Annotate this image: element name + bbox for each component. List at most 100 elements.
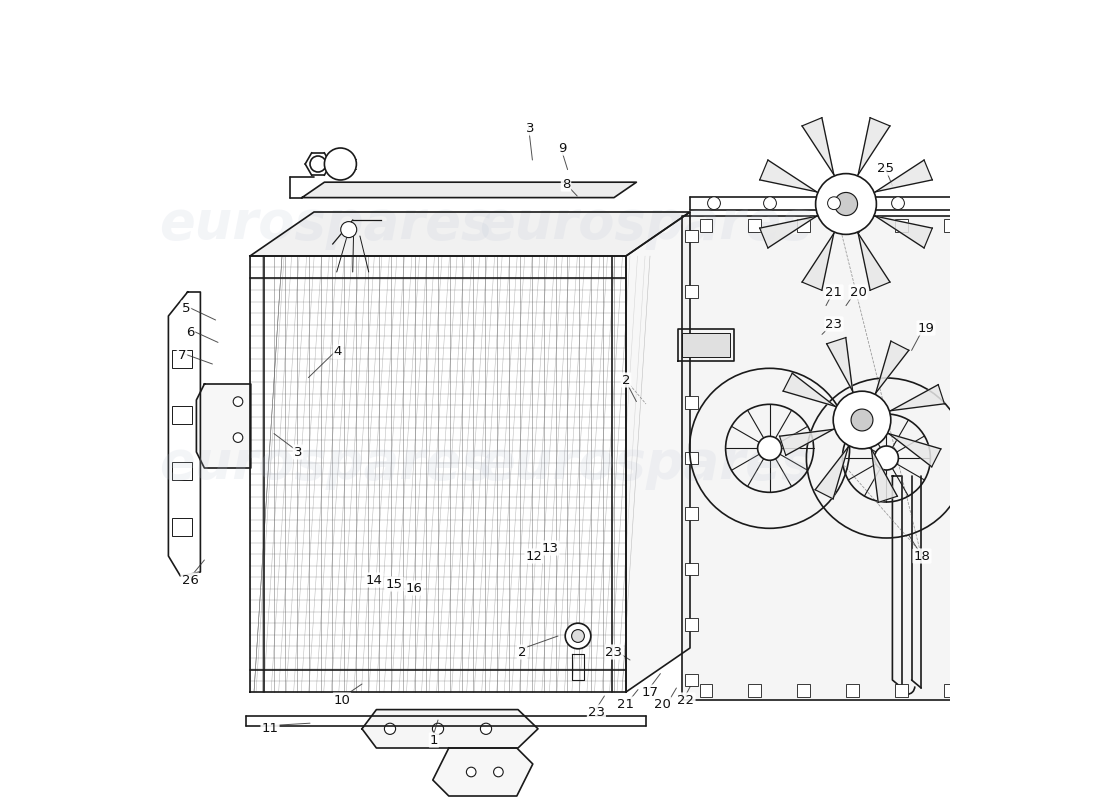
Text: eurospares: eurospares — [160, 438, 493, 490]
Polygon shape — [815, 447, 848, 499]
Polygon shape — [802, 118, 834, 174]
Bar — [748, 684, 761, 697]
Bar — [685, 341, 698, 354]
Circle shape — [892, 197, 904, 210]
Polygon shape — [827, 338, 853, 391]
Polygon shape — [858, 234, 890, 290]
Bar — [958, 451, 971, 464]
Circle shape — [466, 767, 476, 777]
Text: 21: 21 — [617, 698, 635, 710]
Text: 17: 17 — [641, 686, 659, 698]
Bar — [685, 507, 698, 520]
Text: 11: 11 — [262, 722, 278, 734]
Bar — [172, 406, 192, 424]
Text: 4: 4 — [333, 346, 342, 358]
Text: 21: 21 — [825, 286, 843, 298]
Bar — [172, 462, 192, 480]
Circle shape — [835, 193, 858, 215]
Text: 19: 19 — [917, 322, 934, 334]
Bar — [685, 396, 698, 409]
Bar — [798, 219, 810, 232]
Polygon shape — [891, 385, 945, 410]
Text: 20: 20 — [849, 286, 867, 298]
Bar — [700, 684, 713, 697]
Circle shape — [481, 723, 492, 734]
Polygon shape — [250, 212, 690, 256]
Circle shape — [310, 156, 326, 172]
Bar — [894, 684, 908, 697]
Circle shape — [815, 174, 877, 234]
Text: 22: 22 — [678, 694, 694, 706]
Text: 5: 5 — [182, 302, 190, 314]
Circle shape — [763, 197, 777, 210]
Text: 14: 14 — [365, 574, 383, 586]
Bar — [958, 674, 971, 686]
Circle shape — [324, 148, 356, 180]
Text: 7: 7 — [178, 350, 186, 362]
Polygon shape — [302, 182, 637, 198]
Polygon shape — [876, 160, 933, 192]
Bar — [172, 518, 192, 536]
Polygon shape — [197, 384, 251, 468]
Text: 6: 6 — [186, 326, 195, 338]
Bar — [958, 618, 971, 631]
Polygon shape — [432, 748, 532, 796]
Bar — [958, 341, 971, 354]
Bar — [685, 562, 698, 575]
Text: eurospares: eurospares — [480, 198, 813, 250]
Polygon shape — [802, 234, 834, 290]
Bar — [846, 219, 859, 232]
Polygon shape — [760, 216, 816, 248]
Polygon shape — [760, 160, 816, 192]
Circle shape — [572, 630, 584, 642]
Bar — [894, 219, 908, 232]
Text: 15: 15 — [385, 578, 403, 590]
Text: 25: 25 — [878, 162, 894, 174]
Bar — [958, 507, 971, 520]
Bar — [958, 396, 971, 409]
Text: 8: 8 — [562, 178, 570, 190]
Text: 23: 23 — [587, 706, 605, 718]
Polygon shape — [889, 434, 940, 467]
Bar — [682, 333, 730, 357]
Text: 13: 13 — [541, 542, 559, 554]
Text: eurospares: eurospares — [480, 438, 813, 490]
Polygon shape — [858, 118, 890, 174]
Bar — [846, 684, 859, 697]
Text: 23: 23 — [605, 646, 623, 658]
Bar — [798, 684, 810, 697]
Bar — [958, 230, 971, 242]
Bar — [944, 219, 956, 232]
Text: 16: 16 — [406, 582, 422, 594]
Polygon shape — [682, 216, 974, 700]
Polygon shape — [876, 341, 909, 393]
Bar — [958, 285, 971, 298]
Bar — [700, 219, 713, 232]
Polygon shape — [876, 216, 933, 248]
Circle shape — [341, 222, 356, 238]
Bar — [944, 684, 956, 697]
Text: 3: 3 — [294, 446, 302, 458]
Text: 20: 20 — [653, 698, 670, 710]
Circle shape — [233, 397, 243, 406]
Bar — [172, 350, 192, 368]
Text: 10: 10 — [333, 694, 351, 706]
Text: 3: 3 — [526, 122, 535, 134]
Polygon shape — [780, 430, 833, 455]
Polygon shape — [871, 449, 898, 502]
Bar — [685, 618, 698, 631]
Bar — [748, 219, 761, 232]
Circle shape — [851, 409, 873, 431]
Circle shape — [494, 767, 503, 777]
Bar — [958, 562, 971, 575]
Circle shape — [432, 723, 443, 734]
Circle shape — [827, 197, 840, 210]
Bar — [685, 285, 698, 298]
Bar — [685, 230, 698, 242]
Text: 9: 9 — [558, 142, 566, 154]
Text: 1: 1 — [430, 734, 438, 746]
Text: eurospares: eurospares — [160, 198, 493, 250]
Text: 12: 12 — [526, 550, 542, 562]
Text: 23: 23 — [825, 318, 843, 330]
Polygon shape — [362, 710, 538, 748]
